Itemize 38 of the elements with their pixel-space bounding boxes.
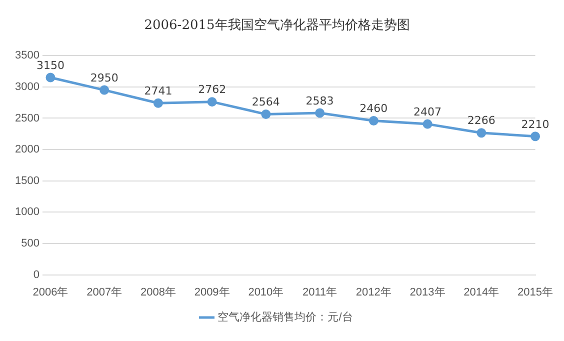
point [315, 108, 325, 118]
data-label: 2583 [306, 94, 334, 108]
point [368, 116, 378, 126]
point [100, 85, 110, 95]
point [530, 132, 540, 142]
x-tick-label: 2009年 [194, 286, 230, 298]
y-tick-label: 3000 [14, 80, 40, 93]
data-label: 2564 [252, 96, 280, 109]
legend-label: 空气净化器销售均价：元/台 [218, 310, 353, 324]
y-tick-label: 2500 [14, 112, 40, 124]
point [476, 128, 486, 138]
y-tick-label: 2000 [14, 144, 40, 156]
x-tick-label: 2007年 [86, 286, 122, 298]
y-tick-label: 1000 [14, 206, 40, 218]
y-tick-label: 0 [33, 268, 40, 281]
data-label: 2210 [521, 118, 550, 131]
point [261, 109, 271, 119]
data-label: 2950 [90, 71, 118, 84]
x-tick-label: 2006年 [32, 286, 68, 298]
point [422, 119, 432, 129]
x-tick-label: 2014年 [464, 286, 500, 298]
x-tick-label: 2010年 [248, 286, 284, 298]
x-tick-label: 2012年 [356, 286, 392, 298]
data-label: 2407 [414, 105, 442, 118]
point [153, 98, 163, 108]
point [46, 72, 56, 82]
x-tick-label: 2011年 [302, 286, 338, 298]
point [207, 97, 217, 107]
data-label: 2762 [198, 83, 226, 96]
data-label: 2741 [144, 84, 172, 98]
y-tick-label: 500 [21, 238, 40, 250]
data-label: 2266 [467, 114, 496, 128]
x-tick-label: 2008年 [140, 286, 176, 298]
x-tick-label: 2013年 [410, 286, 446, 298]
x-tick-label: 2015年 [518, 286, 554, 298]
y-tick-label: 1500 [14, 174, 40, 187]
chart-title: 2006-2015年我国空气净化器平均价格走势图 [144, 18, 410, 34]
data-label: 2460 [360, 102, 388, 116]
